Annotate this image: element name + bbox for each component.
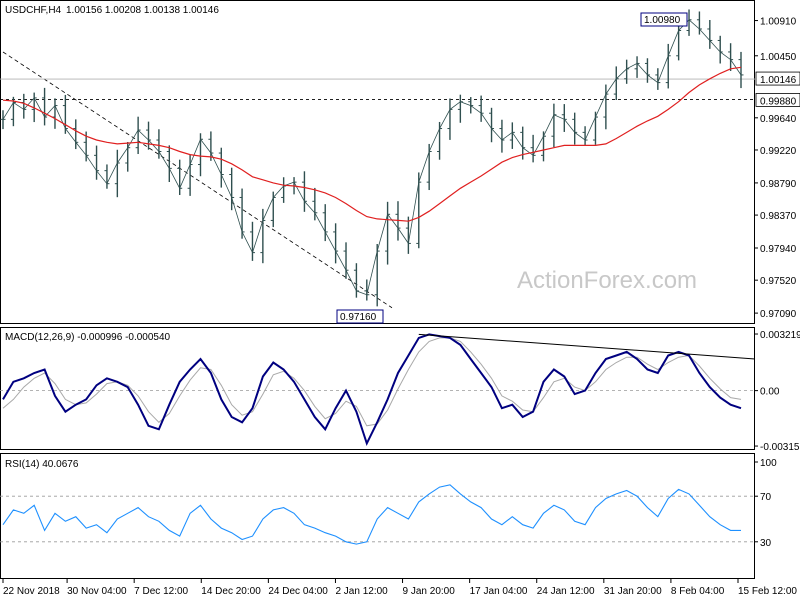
macd-line [2,333,742,447]
price-close-line [2,19,742,296]
symbol-label: USDCHF,H4 [5,5,62,16]
ohlc-label: 1.00156 1.00208 1.00138 1.00146 [66,5,219,16]
time-axis-label: 2 Jan 12:00 [335,586,388,597]
rsi-axis-label: 30 [760,538,772,549]
price-axis-label: 0.99220 [760,146,797,157]
price-axis-label: 1.00910 [760,17,797,28]
rsi-series-layer [0,484,755,545]
macd-panel-frame [0,327,755,450]
macd-series-layer [0,333,756,447]
price-axis-label: 0.97940 [760,244,797,255]
time-axis-label: 31 Jan 20:00 [604,586,662,597]
low-annotation: 0.97160 [340,312,377,323]
macd-trendline [418,333,756,360]
price-axis-label: 0.97520 [760,276,797,287]
price-series-layer: 1.00980 0.97160 [0,9,755,324]
macd-axis-label: 0.003219 [760,330,800,341]
time-axis-label: 17 Jan 04:00 [470,586,528,597]
level-price-label: 0.99880 [760,96,797,107]
time-axis-label: 9 Jan 20:00 [403,586,456,597]
axis-layer: 1.00910 1.00450 0.99640 0.99220 0.98790 0.983… [2,17,800,597]
macd-axis-label: -0.003153 [760,442,800,453]
rsi-axis-label: 100 [760,458,777,469]
rsi-panel-frame [0,453,755,579]
price-axis-label: 0.99640 [760,114,797,125]
high-annotation: 1.00980 [644,15,681,26]
time-axis-label: 24 Dec 04:00 [268,586,328,597]
price-axis-label: 0.97090 [760,309,797,320]
rsi-line [2,484,741,545]
time-axis-label: 30 Nov 04:00 [67,586,127,597]
current-price-label: 1.00146 [760,75,797,86]
rsi-title: RSI(14) 40.0676 [5,459,79,470]
time-axis-label: 14 Dec 20:00 [201,586,261,597]
macd-signal-line [2,337,742,427]
moving-average-line [2,66,742,222]
time-axis-label: 24 Jan 12:00 [537,586,595,597]
time-axis-label: 15 Feb 12:00 [738,586,797,597]
macd-title: MACD(12,26,9) -0.000996 -0.000540 [5,332,171,343]
current-price-box [755,71,800,86]
low-annotation-box [336,309,384,324]
level-price-box [755,93,800,107]
time-axis-label: 7 Dec 12:00 [134,586,188,597]
time-axis-label: 8 Feb 04:00 [671,586,725,597]
macd-axis-label: 0.00 [760,387,780,398]
price-trendline [2,51,393,309]
price-axis-label: 0.98790 [760,179,797,190]
watermark: ActionForex.com [517,267,697,294]
rsi-axis-label: 70 [760,492,772,503]
price-axis-label: 0.98370 [760,211,797,222]
high-annotation-box [640,12,688,27]
time-axis-label: 22 Nov 2018 [3,586,60,597]
price-axis-label: 1.00450 [760,52,797,63]
